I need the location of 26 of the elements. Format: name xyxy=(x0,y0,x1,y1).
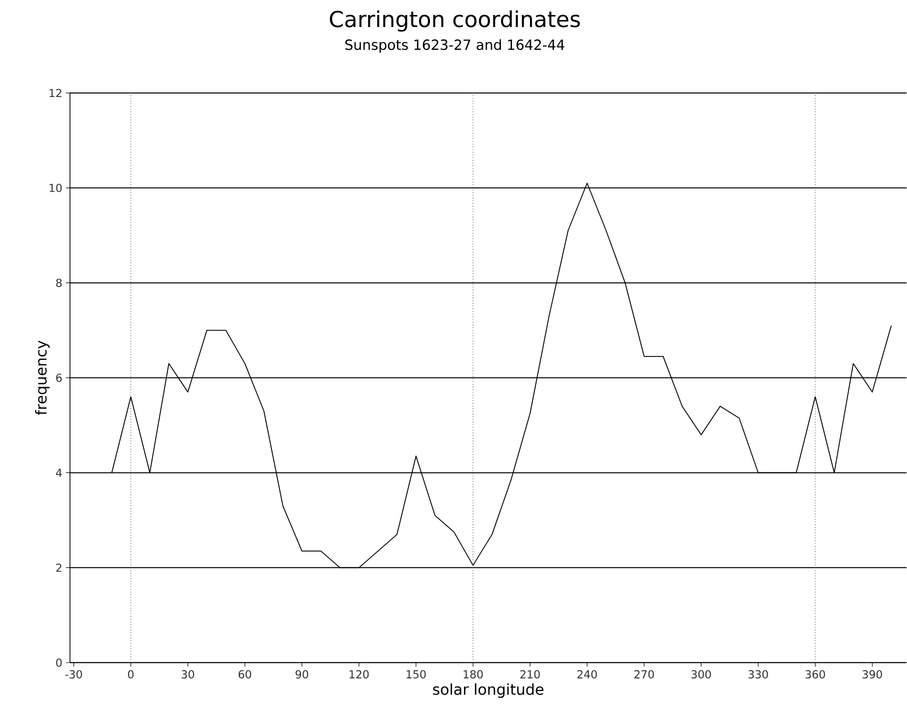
y-tick-label: 0 xyxy=(56,658,62,667)
x-tick-label: 180 xyxy=(464,670,483,679)
x-tick-label: 270 xyxy=(634,670,654,679)
x-tick-label: 360 xyxy=(806,670,825,679)
x-tick-label: 330 xyxy=(748,670,768,679)
chart-title: Carrington coordinates xyxy=(330,10,580,32)
y-tick-label: 6 xyxy=(56,374,62,382)
x-tick-label: -30 xyxy=(65,670,82,679)
x-tick-label: 240 xyxy=(577,670,597,679)
y-tick-label: 10 xyxy=(50,184,62,192)
x-tick-label: 0 xyxy=(128,670,134,679)
x-tick-label: 90 xyxy=(296,670,308,679)
x-axis-title: solar longitude xyxy=(433,684,544,698)
y-tick-label: 4 xyxy=(56,468,62,477)
y-tick-label: 2 xyxy=(56,564,62,572)
x-tick-label: 30 xyxy=(182,670,194,679)
y-axis-title: frequency xyxy=(35,340,50,416)
y-tick-label: 12 xyxy=(50,89,62,98)
x-tick-label: 120 xyxy=(350,670,369,679)
y-tick-label: 8 xyxy=(56,278,62,288)
x-tick-label: 210 xyxy=(520,670,540,679)
x-tick-label: 150 xyxy=(406,670,426,679)
x-tick-label: 300 xyxy=(692,670,711,679)
x-tick-label: 390 xyxy=(862,670,882,679)
x-tick-label: 60 xyxy=(238,670,252,679)
chart-subtitle: Sunspots 1623-27 and 1642-44 xyxy=(345,39,564,53)
